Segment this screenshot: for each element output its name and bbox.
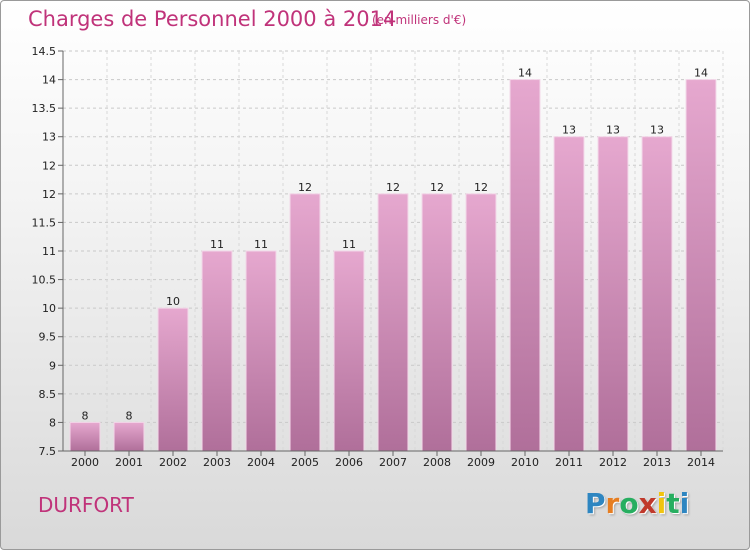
logo-letter: P: [585, 487, 606, 520]
y-tick-label: 8: [49, 416, 56, 429]
data-label: 13: [562, 124, 576, 137]
y-tick-label: 14: [42, 74, 56, 87]
logo-letter: x: [638, 487, 657, 520]
x-tick-label: 2006: [335, 456, 363, 469]
x-tick-label: 2012: [599, 456, 627, 469]
data-label: 12: [298, 181, 312, 194]
bar: [289, 193, 321, 452]
x-tick-label: 2009: [467, 456, 495, 469]
x-tick-label: 2011: [555, 456, 583, 469]
bar: [685, 79, 717, 452]
y-tick-label: 9: [49, 359, 56, 372]
bar: [509, 79, 541, 452]
chart-title: Charges de Personnel 2000 à 2014: [28, 7, 397, 31]
bar: [641, 136, 673, 452]
x-tick-label: 2005: [291, 456, 319, 469]
bar: [465, 193, 497, 452]
x-tick-label: 2010: [511, 456, 539, 469]
y-tick-label: 14.5: [32, 45, 57, 58]
data-label: 8: [126, 409, 133, 422]
x-tick-label: 2001: [115, 456, 143, 469]
logo-letter: i: [656, 487, 667, 520]
data-label: 12: [474, 181, 488, 194]
labels: 7.5 8 8.5 9 9.5 10 10.5 11 11.5 12 12 13 13.5 14 14.5 8…: [32, 45, 716, 469]
data-label: 14: [518, 67, 532, 80]
proxiti-logo: Proxiti: [585, 487, 689, 520]
x-tick-label: 2014: [687, 456, 715, 469]
data-label: 11: [254, 238, 268, 251]
bar: [333, 250, 365, 452]
y-tick-label: 12: [42, 188, 56, 201]
bar: [597, 136, 629, 452]
x-tick-label: 2008: [423, 456, 451, 469]
bar: [245, 250, 277, 452]
logo-letter: o: [619, 487, 639, 520]
y-tick-label: 10: [42, 302, 56, 315]
data-label: 13: [650, 124, 664, 137]
data-label: 8: [82, 409, 89, 422]
bars: [69, 79, 717, 452]
logo-letter: r: [605, 487, 620, 520]
y-tick-label: 7.5: [39, 445, 57, 458]
data-label: 14: [694, 67, 708, 80]
y-tick-label: 11: [42, 245, 56, 258]
chart-subtitle: (en milliers d'€): [372, 13, 467, 27]
y-tick-label: 9.5: [39, 331, 57, 344]
x-tick-label: 2007: [379, 456, 407, 469]
x-tick-label: 2013: [643, 456, 671, 469]
data-label: 10: [166, 295, 180, 308]
x-tick-label: 2002: [159, 456, 187, 469]
x-tick-label: 2000: [71, 456, 99, 469]
data-label: 12: [430, 181, 444, 194]
logo-letter: i: [679, 487, 690, 520]
data-label: 12: [386, 181, 400, 194]
commune-name: DURFORT: [38, 493, 134, 517]
data-label: 11: [210, 238, 224, 251]
bar: [157, 307, 189, 452]
y-tick-label: 13.5: [32, 102, 57, 115]
data-label: 13: [606, 124, 620, 137]
y-tick-label: 12: [42, 159, 56, 172]
bar: [113, 421, 145, 452]
bar: [553, 136, 585, 452]
x-tick-label: 2003: [203, 456, 231, 469]
y-tick-label: 11.5: [32, 216, 57, 229]
logo-letter: t: [666, 487, 680, 520]
y-tick-label: 13: [42, 131, 56, 144]
x-tick-label: 2004: [247, 456, 275, 469]
bar: [377, 193, 409, 452]
y-tick-label: 10.5: [32, 274, 57, 287]
y-tick-label: 8.5: [39, 388, 57, 401]
bar: [421, 193, 453, 452]
bar: [201, 250, 233, 452]
data-label: 11: [342, 238, 356, 251]
axes: [58, 50, 723, 456]
bar: [69, 421, 101, 452]
